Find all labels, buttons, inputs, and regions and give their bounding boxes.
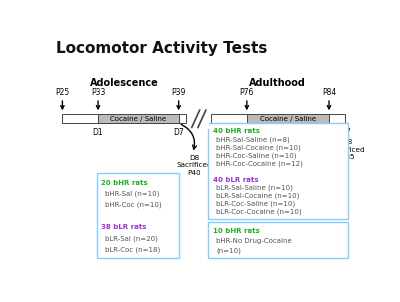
Text: 40 bHR rats: 40 bHR rats (213, 128, 260, 134)
FancyBboxPatch shape (208, 222, 348, 258)
Text: bLR-Coc-Cocaine (n=10): bLR-Coc-Cocaine (n=10) (216, 208, 302, 215)
Text: D8
Sacrificed
P40: D8 Sacrificed P40 (176, 155, 212, 175)
Text: (n=10): (n=10) (216, 247, 241, 254)
Bar (62, 114, 186, 123)
Text: 10 bHR rats: 10 bHR rats (213, 228, 260, 234)
Text: bLR-Coc-Saline (n=10): bLR-Coc-Saline (n=10) (216, 201, 296, 207)
Text: D1: D1 (93, 128, 103, 137)
Text: P76: P76 (240, 88, 254, 97)
Text: P25: P25 (55, 88, 70, 97)
Bar (247, 114, 329, 123)
Text: bHR-Sal-Saline (n=8): bHR-Sal-Saline (n=8) (216, 136, 290, 143)
Bar (247, 114, 329, 123)
Text: D7: D7 (324, 128, 334, 137)
Text: bHR-Coc-Cocaine (n=12): bHR-Coc-Cocaine (n=12) (216, 160, 303, 167)
Text: bLR-Coc (n=18): bLR-Coc (n=18) (105, 246, 160, 253)
Text: Cocaine / Saline: Cocaine / Saline (260, 116, 316, 122)
FancyBboxPatch shape (208, 124, 348, 219)
Text: bHR-Coc (n=10): bHR-Coc (n=10) (105, 202, 162, 208)
Text: D7: D7 (173, 128, 184, 137)
Text: D8
Sacrificed
P85: D8 Sacrificed P85 (330, 140, 366, 160)
Text: 38 bLR rats: 38 bLR rats (101, 224, 147, 230)
Text: Adolescence: Adolescence (90, 78, 159, 88)
Text: bHR-Coc-Saline (n=10): bHR-Coc-Saline (n=10) (216, 152, 297, 159)
FancyBboxPatch shape (96, 173, 179, 258)
Text: P39: P39 (172, 88, 186, 97)
Text: P84: P84 (322, 88, 336, 97)
Bar (189, 109, 209, 129)
Text: bLR-Sal-Cocaine (n=10): bLR-Sal-Cocaine (n=10) (216, 192, 300, 199)
Text: 20 bHR rats: 20 bHR rats (101, 180, 148, 186)
Bar (98, 114, 179, 123)
Bar (211, 114, 344, 123)
Text: Cocaine / Saline: Cocaine / Saline (110, 116, 166, 122)
Text: bHR-Sal (n=10): bHR-Sal (n=10) (105, 191, 159, 197)
Text: 40 bLR rats: 40 bLR rats (213, 177, 258, 183)
Text: bHR-Sal-Cocaine (n=10): bHR-Sal-Cocaine (n=10) (216, 144, 301, 151)
Text: bHR-No Drug-Cocaine: bHR-No Drug-Cocaine (216, 238, 292, 244)
Bar (98, 114, 179, 123)
Text: P33: P33 (91, 88, 105, 97)
Text: bLR-Sal (n=20): bLR-Sal (n=20) (105, 235, 158, 242)
Text: Locomotor Activity Tests: Locomotor Activity Tests (56, 41, 268, 56)
Text: D7: D7 (341, 128, 352, 137)
Text: D1: D1 (242, 128, 252, 137)
Text: bLR-Sal-Saline (n=10): bLR-Sal-Saline (n=10) (216, 185, 293, 191)
Text: Adulthood: Adulthood (250, 78, 306, 88)
